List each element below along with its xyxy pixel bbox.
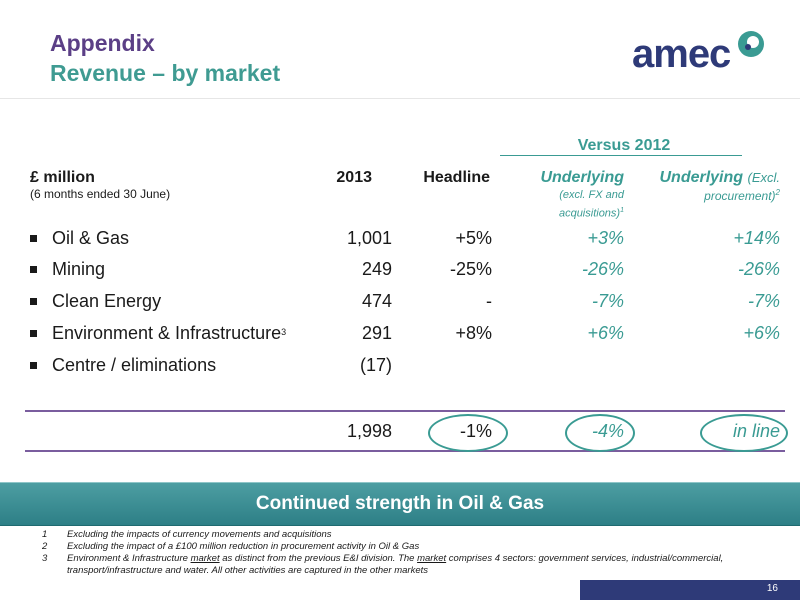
page-number: 16	[766, 583, 778, 594]
row-underlying-fx: +6%	[587, 323, 624, 343]
row-name: Clean Energy	[52, 291, 162, 311]
table-row-oil-gas: Oil & Gas 1,001 +5% +3% +14%	[0, 228, 800, 254]
footnote-number: 2	[42, 541, 48, 552]
row-name: Environment & Infrastructure3	[52, 323, 286, 344]
highlight-ring-underlying-fx	[565, 414, 635, 452]
footnote-text: Excluding the impacts of currency moveme…	[67, 529, 332, 540]
row-name: Oil & Gas	[52, 228, 130, 248]
col-header-headline: Headline	[423, 169, 490, 186]
footnote-ref-3: 3	[281, 327, 287, 337]
total-rule-bottom	[25, 450, 785, 452]
fn3-market-1: market	[190, 553, 220, 564]
total-2013: 1,998	[346, 421, 392, 441]
row-underlying-procurement: -7%	[747, 291, 780, 311]
header-divider	[0, 98, 800, 99]
highlight-ring-underlying-procurement	[700, 414, 788, 452]
col-header-underlying-fx: Underlying	[540, 169, 624, 186]
table-row-total: 1,998 -1% -4% in line	[0, 421, 800, 447]
footnote-text: Excluding the impact of a £100 million r…	[67, 541, 420, 552]
versus-2012-header: Versus 2012	[577, 137, 671, 154]
row-headline: -25%	[449, 259, 492, 279]
col-header-underlying-procurement: Underlying (Excl.	[630, 169, 780, 187]
col-header-underlying-procurement-sub: procurement)2	[630, 188, 780, 203]
underlying-fx-sub-b: acquisitions)	[558, 207, 621, 220]
footnote-ref-2: 2	[775, 188, 780, 197]
amec-logo: amec	[632, 28, 772, 78]
total-rule-top	[25, 410, 785, 412]
underlying-procurement-sub: procurement)	[704, 189, 776, 203]
bullet-icon	[30, 330, 37, 337]
fn3-a: Environment & Infrastructure	[67, 553, 191, 564]
row-name: Mining	[52, 259, 106, 279]
bullet-icon	[30, 298, 37, 305]
table-row-environment-infrastructure: Environment & Infrastructure3 291 +8% +6…	[0, 323, 800, 349]
logo-swirl-icon	[738, 31, 764, 57]
banner-text: Continued strength in Oil & Gas	[255, 493, 545, 514]
col-header-underlying-fx-sub: (excl. FX and acquisitions)1	[512, 188, 624, 222]
row-underlying-procurement: +6%	[743, 323, 780, 343]
versus-underline	[500, 155, 742, 156]
col-header-million: £ million	[30, 169, 95, 186]
footnote-number: 3	[42, 553, 48, 564]
bullet-icon	[30, 235, 37, 242]
slide-title-appendix: Appendix	[50, 30, 155, 56]
bullet-icon	[30, 362, 37, 369]
highlight-ring-headline	[428, 414, 508, 452]
row-headline: +8%	[455, 323, 492, 343]
row-2013: 291	[361, 323, 392, 343]
underlying-fx-sub-a: (excl. FX and	[559, 189, 624, 201]
row-name: Centre / eliminations	[52, 355, 217, 375]
row-2013: 249	[361, 259, 392, 279]
row-underlying-procurement: +14%	[733, 228, 780, 248]
key-message-banner: Continued strength in Oil & Gas	[0, 482, 800, 526]
row-underlying-fx: -26%	[581, 259, 624, 279]
underlying-procurement-label: Underlying	[659, 169, 744, 186]
fn3-b: as distinct from the previous E&I divisi…	[219, 553, 418, 564]
row-underlying-procurement: -26%	[737, 259, 780, 279]
row-name-text: Environment & Infrastructure	[52, 323, 282, 343]
row-headline: -	[486, 291, 492, 311]
fn3-c: comprises 4 sectors: government services…	[67, 553, 724, 576]
slide-title-revenue-by-market: Revenue – by market	[50, 60, 281, 86]
bullet-icon	[30, 266, 37, 273]
col-header-2013: 2013	[336, 169, 372, 186]
logo-text: amec	[632, 32, 731, 76]
table-row-centre-eliminations: Centre / eliminations (17)	[0, 355, 800, 381]
row-underlying-fx: -7%	[591, 291, 624, 311]
col-header-period: (6 months ended 30 June)	[30, 187, 171, 201]
table-row-mining: Mining 249 -25% -26% -26%	[0, 259, 800, 285]
fn3-market-2: market	[417, 553, 447, 564]
row-2013: (17)	[359, 355, 392, 375]
row-2013: 1,001	[346, 228, 392, 248]
footnote-ref-1: 1	[620, 207, 624, 214]
footnote-number: 1	[42, 529, 48, 540]
row-2013: 474	[361, 291, 392, 311]
footer-bar: 16	[580, 580, 800, 600]
row-headline: +5%	[455, 228, 492, 248]
table-row-clean-energy: Clean Energy 474 - -7% -7%	[0, 291, 800, 317]
underlying-procurement-excl: (Excl.	[747, 170, 781, 185]
row-underlying-fx: +3%	[587, 228, 624, 248]
footnote-text: Environment & Infrastructure market as d…	[67, 553, 767, 577]
